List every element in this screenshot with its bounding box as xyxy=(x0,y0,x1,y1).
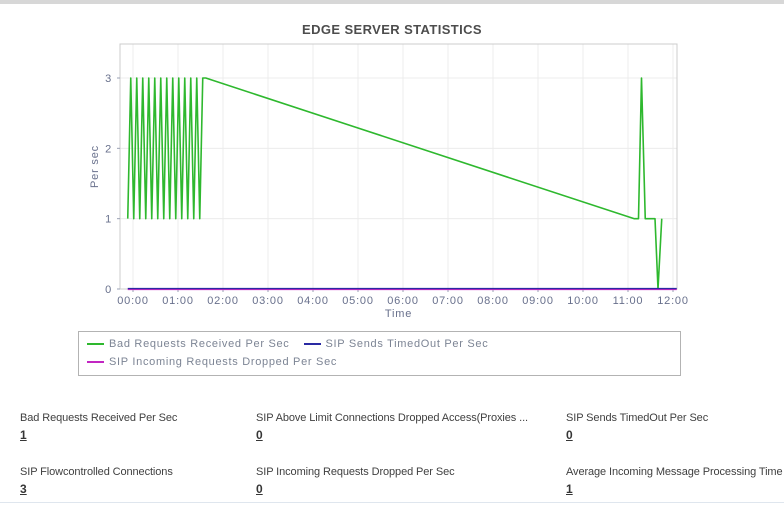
stat-value-link[interactable]: 1 xyxy=(566,482,573,496)
stat-label: SIP Sends TimedOut Per Sec xyxy=(566,412,709,424)
legend-item-sip-incoming-dropped: SIP Incoming Requests Dropped Per Sec xyxy=(87,356,337,368)
x-tick-label: 00:00 xyxy=(117,295,149,307)
stat-value-link[interactable]: 0 xyxy=(256,482,263,496)
bottom-divider xyxy=(0,502,784,503)
x-axis-title: Time xyxy=(385,308,412,320)
x-tick-label: 07:00 xyxy=(432,295,464,307)
stat-value-link[interactable]: 0 xyxy=(256,428,263,442)
x-tick-label: 02:00 xyxy=(207,295,239,307)
stat-sip-above-limit-dropped: SIP Above Limit Connections Dropped Acce… xyxy=(256,412,566,446)
y-tick-label: 2 xyxy=(105,143,112,155)
stat-label: SIP Incoming Requests Dropped Per Sec xyxy=(256,466,455,478)
legend-row: Bad Requests Received Per Sec SIP Sends … xyxy=(87,335,672,353)
chart-legend: Bad Requests Received Per Sec SIP Sends … xyxy=(78,331,681,376)
stats-grid: Bad Requests Received Per Sec 1 SIP Abov… xyxy=(0,412,784,500)
x-tick-label: 01:00 xyxy=(162,295,194,307)
x-tick-label: 06:00 xyxy=(387,295,419,307)
stat-value-link[interactable]: 0 xyxy=(566,428,573,442)
stat-label: Average Incoming Message Processing Time xyxy=(566,466,783,478)
x-tick-label: 12:00 xyxy=(657,295,689,307)
stat-sip-incoming-dropped: SIP Incoming Requests Dropped Per Sec 0 xyxy=(256,466,566,500)
x-tick-label: 04:00 xyxy=(297,295,329,307)
legend-row: SIP Incoming Requests Dropped Per Sec xyxy=(87,353,672,371)
top-border-bar xyxy=(0,0,784,4)
blue-line-swatch xyxy=(303,343,321,345)
stat-value-link[interactable]: 3 xyxy=(20,482,27,496)
y-axis-title: Per sec xyxy=(89,145,101,188)
stat-avg-incoming-processing-time: Average Incoming Message Processing Time… xyxy=(566,466,784,500)
edge-server-statistics-chart: 00:00 01:00 02:00 03:00 04:00 05:00 06:00 07:00… xyxy=(89,43,689,320)
y-tick-label: 3 xyxy=(105,73,112,85)
stat-label: SIP Above Limit Connections Dropped Acce… xyxy=(256,412,528,424)
x-tick-label: 10:00 xyxy=(567,295,599,307)
plot-border xyxy=(119,43,678,290)
x-tick-label: 03:00 xyxy=(252,295,284,307)
x-tick-label: 09:00 xyxy=(522,295,554,307)
y-tick-label: 1 xyxy=(105,214,112,226)
stat-value-link[interactable]: 1 xyxy=(20,428,27,442)
x-tick-label: 11:00 xyxy=(613,295,644,307)
x-tick-label: 05:00 xyxy=(342,295,374,307)
green-line-swatch xyxy=(87,343,104,345)
magenta-line-swatch xyxy=(87,361,104,363)
legend-label: Bad Requests Received Per Sec xyxy=(109,338,290,350)
stat-label: SIP Flowcontrolled Connections xyxy=(20,466,173,478)
legend-label: SIP Incoming Requests Dropped Per Sec xyxy=(109,356,338,368)
stat-bad-requests-received: Bad Requests Received Per Sec 1 xyxy=(20,412,256,446)
legend-item-sip-sends-timedout: SIP Sends TimedOut Per Sec xyxy=(303,338,489,350)
chart-title: EDGE SERVER STATISTICS xyxy=(302,22,482,37)
x-tick-label: 08:00 xyxy=(477,295,509,307)
series-line-0 xyxy=(126,77,663,290)
stat-sip-flowcontrolled: SIP Flowcontrolled Connections 3 xyxy=(20,466,256,500)
legend-item-bad-requests: Bad Requests Received Per Sec xyxy=(87,338,290,350)
stat-sip-sends-timedout: SIP Sends TimedOut Per Sec 0 xyxy=(566,412,784,446)
y-tick-label: 0 xyxy=(105,284,112,296)
stat-label: Bad Requests Received Per Sec xyxy=(20,412,178,424)
legend-label: SIP Sends TimedOut Per Sec xyxy=(325,338,489,350)
